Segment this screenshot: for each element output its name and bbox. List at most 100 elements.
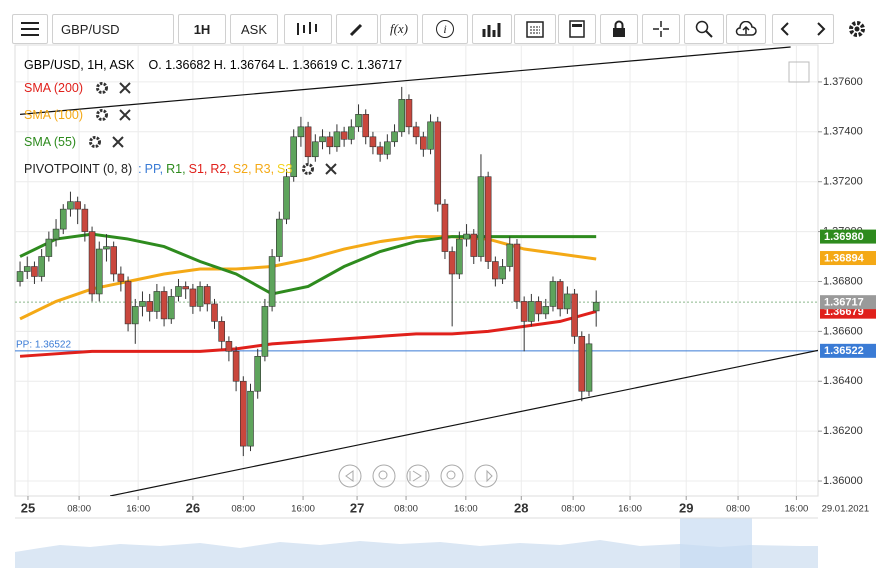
side-select[interactable]: ASK: [230, 14, 278, 44]
candle-body: [218, 321, 225, 342]
x-tick-label: 25: [21, 500, 35, 515]
candle-body: [160, 291, 168, 320]
zoom-in[interactable]: [440, 464, 464, 488]
indicator-remove[interactable]: [325, 163, 338, 175]
candle-body: [355, 114, 362, 128]
axes: 1.376001.374001.372001.370001.368001.366…: [21, 76, 876, 515]
reset[interactable]: [406, 464, 430, 488]
candle-body: [52, 228, 60, 240]
candle-body: [326, 136, 334, 148]
candle-body: [520, 301, 528, 322]
zoom-out-icon: [378, 470, 388, 480]
indicator-remove[interactable]: [119, 109, 131, 121]
crosshair-button[interactable]: [642, 14, 680, 44]
price-badge: [820, 251, 876, 266]
chart-type-button[interactable]: [284, 14, 332, 44]
interval-select[interactable]: 1H: [178, 14, 226, 44]
candle-body: [189, 288, 197, 307]
indicator-remove[interactable]: [119, 82, 131, 94]
candle-body: [420, 136, 427, 150]
x-tick-label: 27: [350, 500, 364, 515]
candle-body: [477, 176, 485, 257]
indicator-settings[interactable]: [95, 81, 109, 95]
info-button[interactable]: i: [422, 14, 468, 44]
gear-icon: [96, 82, 109, 94]
candle-body: [369, 136, 377, 148]
candle-body: [340, 131, 348, 140]
candle-body: [304, 126, 312, 158]
news-button[interactable]: [558, 14, 596, 44]
candle-body: [391, 131, 398, 143]
side: ASK: [240, 21, 267, 37]
close-icon: [112, 136, 124, 148]
candle-body: [542, 306, 550, 315]
candle-body: [31, 266, 38, 277]
candle-body: [182, 286, 189, 290]
menu-button[interactable]: [12, 14, 48, 44]
price-badge: [820, 229, 876, 244]
indicator-remove[interactable]: [112, 136, 124, 148]
candle-body: [67, 201, 74, 210]
pivot-level: S3: [277, 162, 293, 176]
symbol-select[interactable]: GBP/USD: [52, 14, 174, 44]
crosshair-icon: [653, 21, 669, 37]
candle-body: [549, 281, 557, 307]
candle-body: [59, 208, 67, 230]
cloud-button[interactable]: [726, 14, 766, 44]
candle-body: [74, 201, 81, 210]
draw-button[interactable]: [336, 14, 378, 44]
gear-icon: [849, 21, 865, 37]
candle-body: [261, 306, 269, 357]
candle-body: [239, 380, 247, 447]
fx-button[interactable]: f(x): [380, 14, 418, 44]
legend-header: GBP/USD, 1H, ASK O. 1.36682 H. 1.36764 L.…: [24, 58, 402, 72]
indicator-settings[interactable]: [301, 162, 315, 176]
candle-body: [110, 246, 117, 275]
indicator-name: SMA (55): [24, 135, 77, 149]
indicator-settings[interactable]: [88, 135, 102, 149]
x-tick-label: 28: [514, 500, 528, 515]
volume-button[interactable]: [472, 14, 512, 44]
zoom-button[interactable]: [684, 14, 724, 44]
pivot-level: R2,: [210, 162, 230, 176]
cloud-icon: [735, 21, 757, 36]
pan-buttons[interactable]: [772, 14, 834, 44]
calendar-button[interactable]: [514, 14, 556, 44]
scroll-left[interactable]: [338, 464, 362, 488]
candle-body: [81, 208, 89, 232]
sma-line: [19, 232, 597, 296]
expand-button[interactable]: [788, 61, 810, 83]
candle-body: [499, 266, 506, 280]
candle-body: [585, 343, 593, 392]
close-icon: [119, 82, 131, 94]
trendline: [19, 46, 791, 115]
zoom-out[interactable]: [372, 464, 396, 488]
candles-icon: [297, 22, 317, 35]
nav-icons: [345, 469, 493, 483]
lock-icon: [613, 20, 625, 37]
candle-body: [319, 136, 326, 143]
indicator-row: SMA (200): [24, 81, 131, 95]
scroll-right[interactable]: [474, 464, 498, 488]
candle-body: [247, 390, 254, 447]
candle-body: [528, 301, 535, 322]
fx-label: f(x): [389, 21, 409, 36]
candle-body: [571, 293, 578, 337]
y-tick-label: 1.36200: [823, 425, 863, 437]
candle-body: [448, 251, 456, 275]
lock-button[interactable]: [600, 14, 638, 44]
navigator-window[interactable]: [680, 518, 752, 568]
x-tick-label: 08:00: [231, 504, 255, 515]
candle-body: [513, 243, 521, 302]
price-badge: [820, 295, 876, 310]
x-tick-label: 16:00: [291, 504, 315, 515]
indicator-settings[interactable]: [95, 108, 109, 122]
settings-button[interactable]: [848, 20, 866, 43]
symbol: GBP/USD: [61, 21, 120, 37]
pivot-level: R3,: [254, 162, 275, 176]
candle-body: [384, 141, 391, 155]
candle-body: [506, 243, 514, 267]
candle-body: [492, 261, 499, 280]
candle-body: [290, 136, 298, 178]
